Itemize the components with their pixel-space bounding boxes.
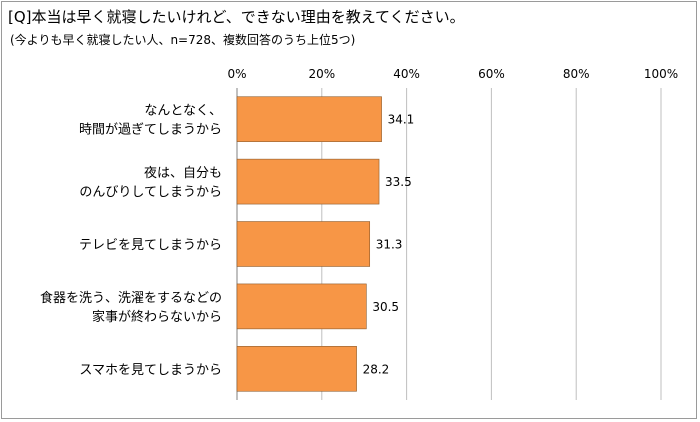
bars [236, 96, 382, 392]
data-label-0: 34.1 [388, 113, 415, 127]
bar-1 [236, 158, 380, 205]
labels: 0% 20% 40% 60% 80% 100% 34.1 なんとなく、時間が過ぎてしまうから 3… [40, 67, 678, 378]
tick-label-60: 60% [478, 67, 505, 81]
category-label-3-0: 食器を洗う、洗濯をするなどの [40, 290, 222, 306]
bar-2 [236, 221, 371, 267]
tick-label-40: 40% [393, 67, 420, 81]
data-label-1: 33.5 [385, 175, 412, 189]
category-label-1-1: のんびりしてしまうから [79, 185, 222, 200]
data-label-2: 31.3 [376, 238, 403, 252]
category-label-0-1: 時間が過ぎてしまうから [79, 123, 222, 138]
category-label-2-0: テレビを見てしまうから [79, 238, 222, 253]
category-label-4-0: スマホを見てしまうから [79, 363, 222, 378]
data-label-4: 28.2 [363, 362, 390, 376]
category-label-3-1: 家事が終わらないから [92, 309, 222, 325]
category-label-0-0: なんとなく、 [144, 104, 222, 119]
tick-label-100: 100% [644, 67, 678, 81]
chart-title: [Q]本当は早く就寝したいけれど、できない理由を教えてください。 [8, 8, 465, 26]
bar-0 [236, 96, 382, 142]
bar-4 [236, 346, 357, 392]
category-label-1-0: 夜は、自分も [144, 166, 222, 181]
data-label-3: 30.5 [372, 300, 399, 314]
tick-label-20: 20% [308, 67, 335, 81]
tick-label-0: 0% [227, 67, 246, 81]
bar-3 [236, 283, 367, 330]
tick-label-80: 80% [563, 67, 590, 81]
chart-subtitle: (今よりも早く就寝したい人、n=728、複数回答のうち上位5つ) [10, 33, 356, 47]
